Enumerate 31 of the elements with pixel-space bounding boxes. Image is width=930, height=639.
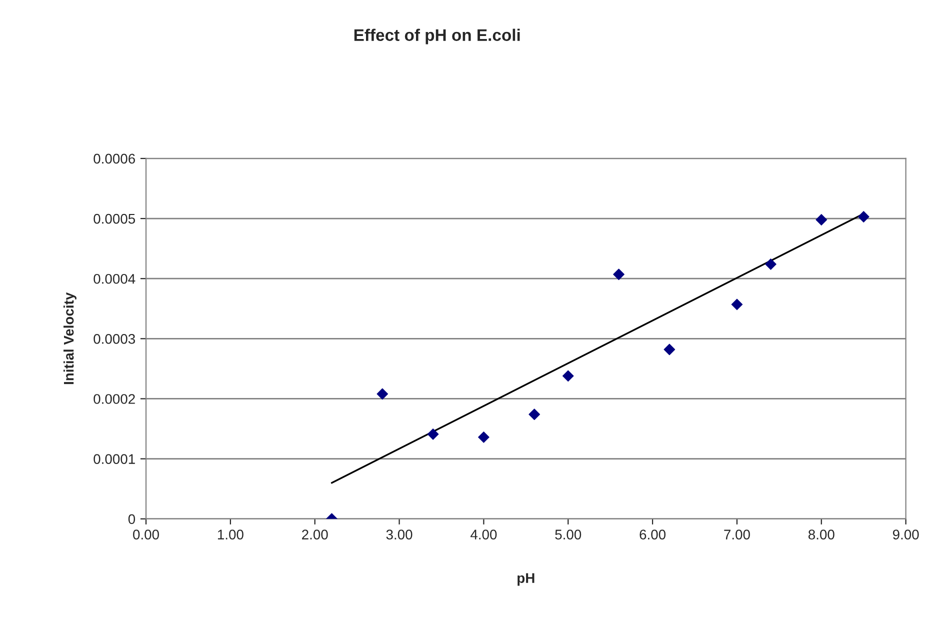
point bbox=[816, 214, 828, 226]
y-tick-label: 0.0001 bbox=[94, 454, 135, 464]
point bbox=[731, 298, 743, 310]
y-tick-label: 0.0003 bbox=[94, 334, 135, 344]
x-tick-label: 4.00 bbox=[470, 530, 497, 540]
x-tick-label: 2.00 bbox=[302, 530, 328, 540]
x-tick-label: 1.00 bbox=[218, 530, 244, 540]
y-tick-label: 0.0006 bbox=[94, 154, 135, 164]
x-tick-label: 3.00 bbox=[386, 530, 412, 540]
y-tick-label: 0.0005 bbox=[94, 214, 136, 224]
x-tick-label: 7.00 bbox=[724, 530, 750, 540]
x-tick-label: 0.00 bbox=[133, 530, 159, 540]
point bbox=[376, 388, 388, 400]
x-axis-title: pH bbox=[518, 573, 534, 586]
x-tick-label: 6.00 bbox=[640, 530, 666, 540]
point bbox=[613, 268, 624, 280]
y-tick-label: 0.0004 bbox=[94, 274, 136, 284]
point bbox=[528, 408, 540, 420]
x-tick-label: 8.00 bbox=[808, 530, 834, 540]
point bbox=[427, 428, 439, 440]
y-axis-title: Initial Velocity bbox=[64, 292, 76, 384]
point bbox=[765, 258, 776, 270]
y-tick-label: 0.0002 bbox=[94, 394, 135, 404]
x-tick-label: 5.00 bbox=[555, 530, 582, 540]
point bbox=[664, 344, 676, 356]
point bbox=[478, 431, 490, 443]
chart-title: Effect of pH on E.coli bbox=[354, 28, 520, 44]
y-tick-label: 0 bbox=[128, 514, 136, 524]
x-tick-label: 9.00 bbox=[892, 530, 919, 540]
point bbox=[562, 370, 574, 382]
point bbox=[858, 211, 870, 222]
